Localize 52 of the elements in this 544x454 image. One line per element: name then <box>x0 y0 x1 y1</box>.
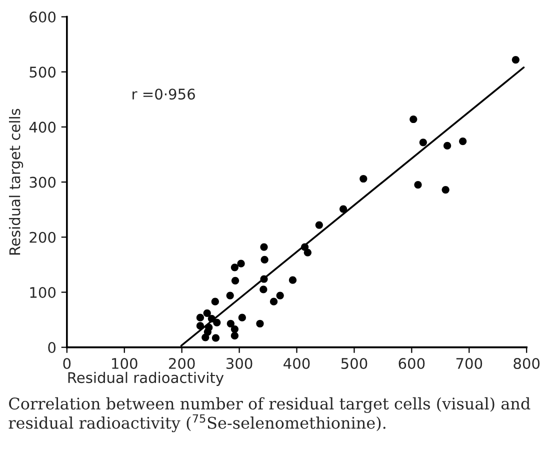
point <box>260 243 268 251</box>
x-tick-label: 200 <box>168 358 195 370</box>
point <box>203 309 211 317</box>
point <box>238 314 246 322</box>
point <box>442 186 450 194</box>
x-axis-title: Residual radioactivity <box>68 372 224 386</box>
point <box>260 286 268 294</box>
point <box>231 276 240 284</box>
x-tick-label: 500 <box>341 358 368 370</box>
point <box>196 314 204 322</box>
y-axis-title: Residual target cells <box>8 108 24 255</box>
point <box>410 115 418 124</box>
point <box>360 174 368 183</box>
point <box>226 320 234 328</box>
y-tick-label: 0 <box>48 342 56 354</box>
point <box>211 298 219 306</box>
point <box>512 56 520 64</box>
x-tick-label: 400 <box>284 358 310 370</box>
point <box>315 221 323 229</box>
point <box>213 318 221 326</box>
point <box>226 292 234 300</box>
point <box>270 298 278 306</box>
x-tick-label: 100 <box>112 358 138 370</box>
x-tick-label: 800 <box>514 358 540 370</box>
text: Correlation between number of residual target cells (visual) and residual radioactivity ($^{75}$Se-selenomethionine). <box>8 397 530 432</box>
point <box>202 334 210 342</box>
point <box>419 138 427 146</box>
point <box>230 264 238 272</box>
point <box>212 334 220 342</box>
point <box>339 205 348 213</box>
point <box>237 260 245 268</box>
point <box>276 292 284 300</box>
y-tick-label: 200 <box>30 232 56 243</box>
point <box>304 248 312 256</box>
x-tick-label: 300 <box>226 358 252 370</box>
point <box>256 320 264 328</box>
annotation: r =0·956 <box>132 88 195 100</box>
point <box>288 276 297 284</box>
point <box>260 256 268 264</box>
y-tick-label: 600 <box>30 12 56 23</box>
x-tick-label: 0 <box>63 358 71 370</box>
point <box>459 137 467 146</box>
y-tick-label: 100 <box>30 286 56 298</box>
y-tick-label: 400 <box>29 122 56 133</box>
point <box>230 325 238 333</box>
x-tick-label: 600 <box>398 358 425 370</box>
point <box>230 332 238 340</box>
y-tick-label: 500 <box>30 66 56 78</box>
point <box>414 181 422 189</box>
x-tick-label: 700 <box>456 358 482 370</box>
point <box>443 142 452 150</box>
y-tick-label: 300 <box>30 176 56 188</box>
